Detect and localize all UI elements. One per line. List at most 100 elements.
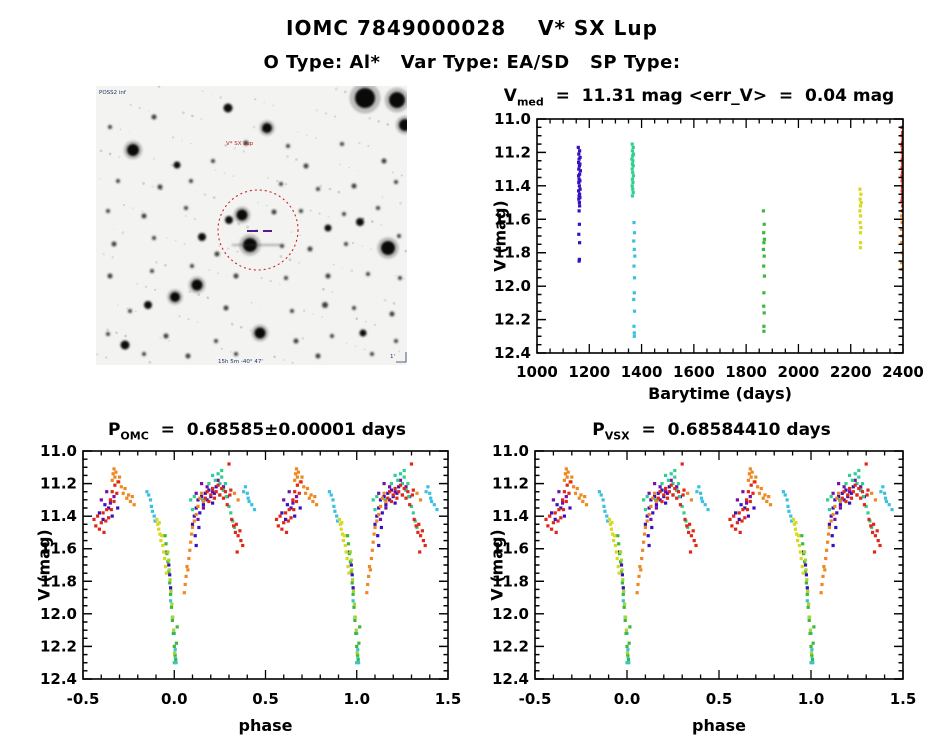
time-points: [576, 125, 903, 338]
time-xtick: 1000: [516, 363, 558, 381]
vsx-ytick: 11.2: [492, 475, 529, 493]
star: [286, 144, 290, 148]
omc-ytick: 11.8: [40, 572, 77, 590]
scatter-series-fold-epoch-2396: [562, 467, 877, 595]
scatter-series-fold-epoch-1868b: [166, 550, 359, 655]
omc-plot-title: POMC = 0.68585±0.00001 days: [66, 420, 448, 442]
star: [398, 276, 402, 280]
target-name-label: V* SX Lup: [226, 141, 254, 147]
vsx-plot-title: PVSX = 0.68584410 days: [520, 420, 903, 442]
star: [366, 272, 370, 276]
star: [223, 305, 229, 311]
vmed-post: = 11.31 mag <err_V> = 0.04 mag: [543, 86, 895, 106]
star: [120, 340, 130, 350]
vsx-frame: [534, 450, 904, 680]
vsx-xtick: 1.5: [890, 690, 917, 708]
vsx-ticks: [534, 450, 904, 680]
vsx-ytick: 11.6: [492, 540, 529, 558]
star: [141, 213, 147, 219]
vsx-plot-ylabel: V (mag): [487, 529, 507, 601]
time-tick-labels: 1000 1200 1400 1600 1800 2000 2200 2400 11.0 11.2…: [494, 110, 924, 381]
time-xtick: 2200: [830, 363, 872, 381]
star: [381, 241, 395, 255]
star: [293, 338, 299, 344]
star: [198, 233, 206, 241]
aperture-circle: [217, 189, 299, 271]
star: [254, 327, 266, 339]
star: [170, 292, 180, 302]
vsx-xtick: 0.5: [706, 690, 733, 708]
star: [189, 179, 193, 183]
time-ticks: [536, 118, 904, 354]
star: [233, 273, 239, 279]
star: [307, 246, 313, 252]
star: [214, 251, 220, 257]
star: [370, 352, 374, 356]
scatter-series-fold-epoch-1868: [163, 534, 362, 662]
star: [106, 332, 110, 336]
vmed-sub: med: [516, 95, 544, 109]
star: [211, 159, 215, 163]
omc-xtick: -0.5: [67, 690, 100, 708]
time-xtick: 2000: [778, 363, 820, 381]
omc-ytick: 11.4: [40, 507, 77, 525]
omc-plot-xlabel: phase: [238, 716, 293, 735]
vsx-plot: -0.5 0.0 0.5 1.0 1.5 11.0 11.2 11.4 11.6 11.8 12.0…: [492, 442, 916, 708]
time-ytick: 12.0: [494, 277, 531, 295]
star: [342, 212, 346, 216]
scatter-series-fold-epoch-1160b: [97, 485, 412, 590]
omc-ticks: [82, 450, 449, 680]
star: [322, 302, 328, 308]
star: [344, 242, 348, 246]
time-xtick: 1200: [568, 363, 610, 381]
scatter-series-epoch-1160: [576, 145, 582, 263]
star: [243, 140, 249, 146]
time-xtick: 1800: [725, 363, 767, 381]
omc-plot-ylabel: V (mag): [34, 529, 54, 601]
omc-ytick: 12.0: [40, 605, 77, 623]
star: [290, 309, 294, 313]
time-ytick: 11.0: [494, 110, 531, 128]
star: [284, 276, 288, 280]
scatter-series-fold-epoch-1372: [597, 485, 894, 665]
time-ytick: 11.8: [494, 244, 531, 262]
omc-xtick: 1.0: [344, 690, 371, 708]
star: [389, 92, 405, 108]
vsx-points: [544, 462, 894, 665]
coords-label: 15h 5m -40° 47': [218, 359, 263, 365]
pomc-sub: OMC: [120, 429, 149, 443]
omc-xtick: 1.5: [435, 690, 462, 708]
vsx-xtick: 0.0: [614, 690, 641, 708]
time-ytick: 12.2: [494, 311, 531, 329]
star: [234, 352, 238, 356]
star: [152, 236, 156, 240]
vsx-tick-labels: -0.5 0.0 0.5 1.0 1.5 11.0 11.2 11.4 11.6 11.8 12.0…: [492, 442, 916, 708]
vsx-ytick: 11.4: [492, 507, 529, 525]
vsx-ytick: 11.8: [492, 572, 529, 590]
time-plot-ylabel: V (mag): [490, 200, 510, 272]
star: [142, 352, 146, 356]
pomc-post: = 0.68585±0.00001 days: [148, 420, 407, 440]
star: [303, 163, 309, 169]
time-ytick: 11.2: [494, 143, 531, 161]
star: [214, 339, 218, 343]
omc-yticks-extra: [83, 450, 448, 680]
star: [324, 224, 332, 232]
star: [173, 161, 181, 169]
omc-ytick: 11.6: [40, 540, 77, 558]
star: [111, 241, 117, 247]
sky-background: [96, 86, 407, 365]
star: [271, 209, 277, 215]
star: [144, 301, 152, 309]
omc-tick-labels: -0.5 0.0 0.5 1.0 1.5 11.0 11.2 11.4 11.6 11.8 12.0…: [40, 442, 461, 708]
scale-label: 1': [390, 354, 395, 360]
star: [151, 114, 157, 120]
star: [262, 123, 272, 133]
vsx-ytick: 12.0: [492, 605, 529, 623]
time-xtick: 1400: [621, 363, 663, 381]
star: [127, 144, 139, 156]
star: [116, 179, 120, 183]
scale-bar: [396, 352, 407, 363]
star: [184, 206, 188, 210]
